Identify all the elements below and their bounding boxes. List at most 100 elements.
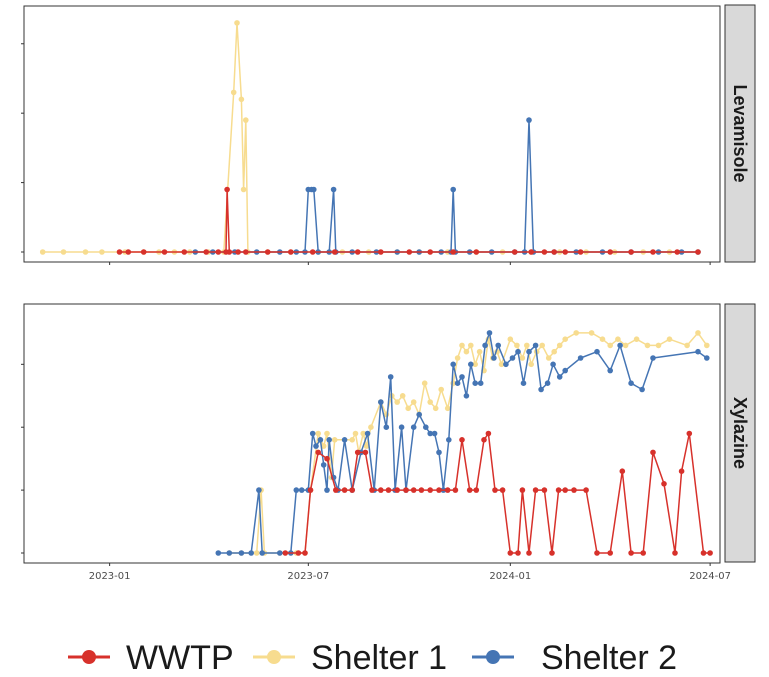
data-point: [324, 455, 330, 462]
data-point: [60, 249, 67, 255]
data-point: [551, 348, 557, 355]
data-point: [410, 487, 417, 493]
data-point: [666, 336, 673, 343]
data-point: [405, 405, 412, 412]
data-point: [655, 342, 662, 349]
data-point: [432, 405, 439, 412]
facet-label: Levamisole: [730, 84, 750, 182]
facet-strip-levamisole: Levamisole: [724, 4, 756, 263]
data-point: [427, 399, 434, 405]
data-point: [378, 487, 384, 493]
data-point: [311, 186, 317, 193]
data-point: [481, 437, 487, 443]
data-point: [309, 249, 316, 255]
data-point: [398, 424, 405, 431]
data-point: [482, 342, 488, 349]
data-point: [427, 249, 434, 255]
facet-strip-bg: [724, 4, 756, 263]
data-point: [619, 468, 626, 475]
data-point: [324, 430, 330, 437]
data-point: [485, 430, 492, 437]
data-point: [307, 487, 314, 493]
data-point: [302, 550, 308, 556]
data-point: [607, 367, 613, 374]
x-tick-label: 2023-01: [89, 571, 131, 582]
data-point: [224, 186, 230, 193]
data-point: [577, 249, 584, 255]
data-point: [354, 449, 361, 456]
data-point: [571, 487, 577, 493]
data-point: [234, 20, 240, 26]
data-point: [695, 330, 701, 336]
data-point: [406, 249, 413, 255]
data-point: [555, 487, 562, 493]
data-point: [410, 424, 417, 431]
data-point: [82, 249, 89, 255]
x-tick-label: 2023-07: [287, 571, 329, 582]
data-point: [562, 367, 568, 374]
data-point: [463, 348, 470, 355]
data-point: [378, 249, 384, 255]
data-point: [573, 330, 579, 336]
data-point: [526, 348, 532, 355]
data-point: [450, 249, 457, 255]
data-point: [427, 487, 434, 493]
data-point: [423, 424, 429, 431]
data-point: [454, 355, 461, 361]
data-point: [463, 393, 470, 399]
data-point: [588, 330, 595, 336]
data-point: [203, 249, 209, 255]
data-point: [317, 437, 324, 443]
data-point: [473, 487, 480, 493]
data-point: [450, 361, 457, 368]
data-point: [532, 342, 539, 349]
data-point: [544, 380, 551, 387]
data-point: [499, 487, 506, 493]
data-point: [240, 186, 247, 193]
legend: WWTP Shelter 1 Shelter 2: [68, 639, 677, 677]
legend-key-point: [82, 650, 96, 664]
data-point: [607, 550, 613, 556]
data-point: [452, 487, 459, 493]
data-point: [444, 487, 451, 493]
data-point: [454, 380, 461, 387]
data-point: [326, 437, 333, 443]
data-point: [678, 468, 685, 475]
data-point: [364, 430, 371, 437]
data-point: [524, 342, 530, 349]
data-point: [259, 550, 266, 556]
data-point: [215, 550, 222, 556]
data-point: [607, 342, 613, 349]
data-point: [288, 249, 294, 255]
data-point: [519, 355, 526, 361]
data-point: [362, 449, 369, 456]
data-point: [472, 361, 479, 368]
data-point: [594, 550, 600, 556]
data-point: [444, 405, 451, 412]
data-point: [644, 342, 651, 349]
data-point: [354, 249, 361, 255]
data-point: [378, 399, 384, 405]
data-point: [528, 249, 534, 255]
data-point: [473, 249, 480, 255]
data-point: [491, 355, 497, 361]
data-point: [298, 487, 305, 493]
data-point: [368, 424, 374, 431]
data-point: [99, 249, 105, 255]
data-point: [599, 336, 606, 343]
data-point: [556, 342, 563, 349]
data-point: [661, 481, 667, 487]
data-point: [293, 487, 300, 493]
panel-border: [23, 5, 721, 263]
data-point: [498, 361, 505, 368]
legend-label: Shelter 1: [311, 639, 447, 677]
data-point: [472, 380, 479, 387]
x-tick-label: 2024-07: [689, 571, 731, 582]
data-point: [594, 348, 600, 355]
data-point: [556, 374, 563, 380]
data-point: [628, 380, 634, 387]
panel-xylazine: 2023-01 2023-07 2024-01 2024-07: [21, 303, 731, 582]
data-point: [515, 550, 521, 556]
data-point: [511, 249, 518, 255]
legend-item-shelter-2: Shelter 2: [472, 639, 677, 677]
